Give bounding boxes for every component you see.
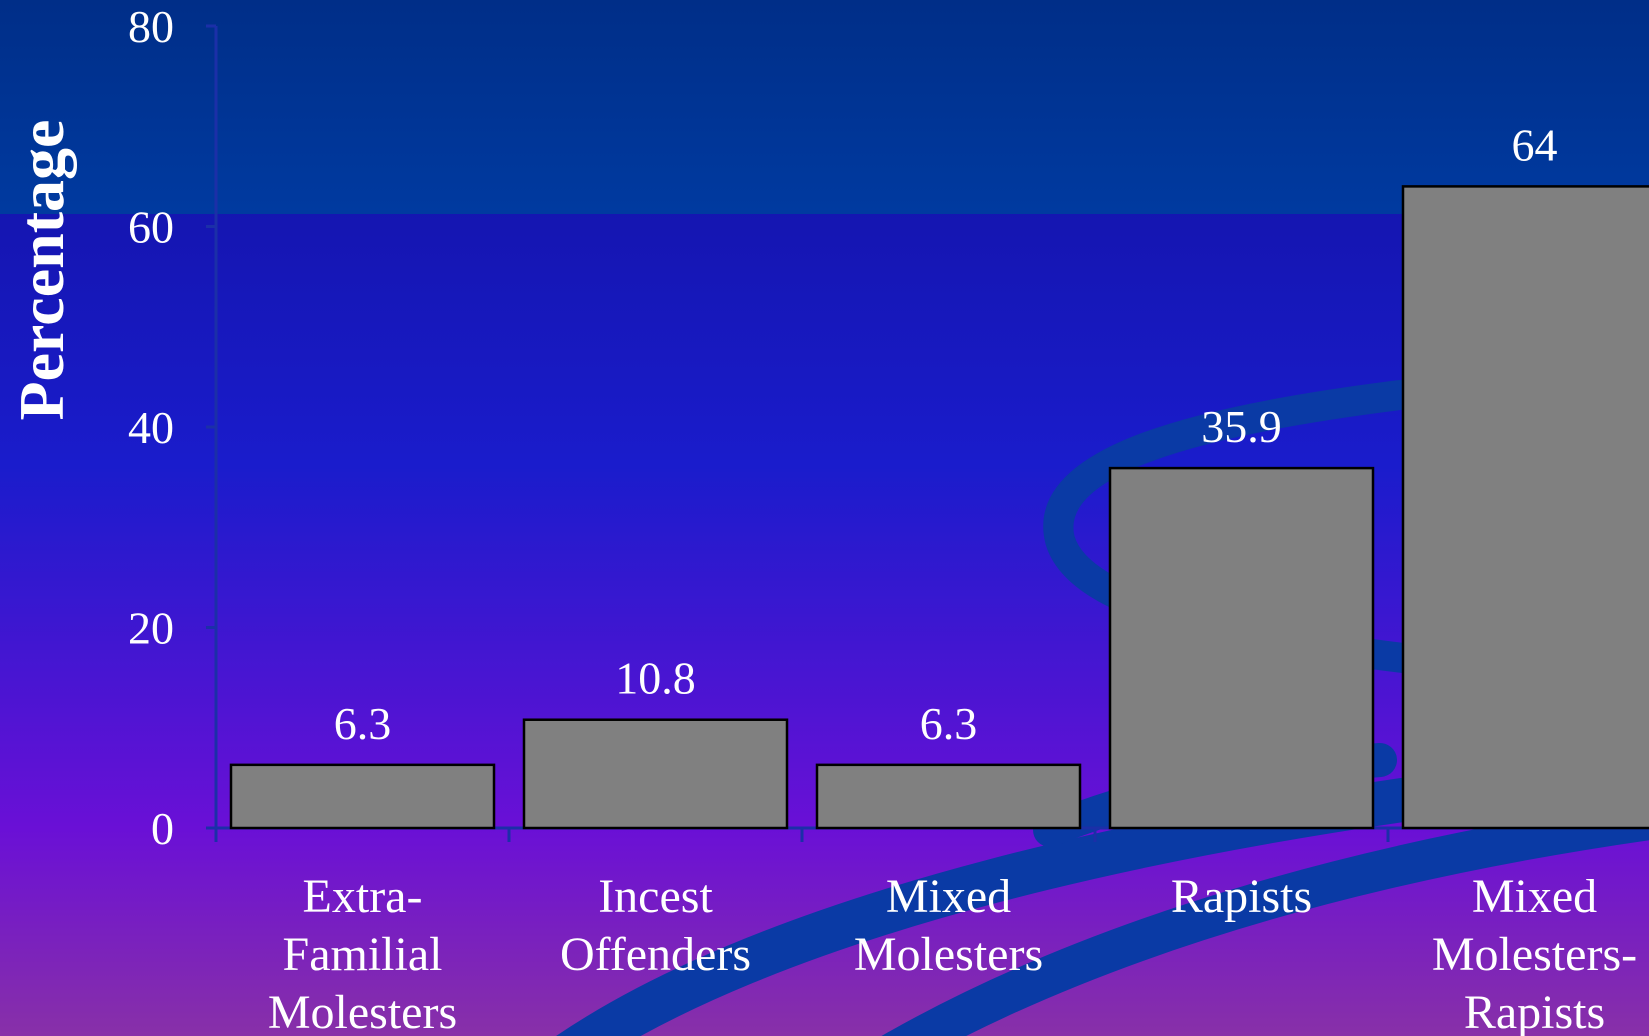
bar-2 (522, 718, 789, 830)
y-tick-label-60: 60 (128, 202, 174, 253)
bar-3 (815, 763, 1082, 830)
x-tick-label-3-line-2: Molesters (854, 928, 1043, 981)
data-label-4: 35.9 (1201, 401, 1282, 452)
x-tick-label-1-line-2: Familial (283, 928, 443, 981)
x-tick-label-1-line-3: Molesters (268, 986, 457, 1036)
y-tick-label-0: 0 (151, 803, 174, 854)
y-tick-label-20: 20 (128, 603, 174, 654)
bar-5 (1401, 185, 1649, 830)
x-tick-label-3-line-1: Mixed (886, 870, 1011, 923)
x-tick-label-1-line-1: Extra- (303, 870, 423, 923)
data-label-3: 6.3 (920, 698, 978, 749)
bar-1 (229, 763, 496, 830)
x-tick-label-5-line-3: Rapists (1464, 986, 1605, 1036)
x-tick-label-4-line-1: Rapists (1171, 870, 1312, 923)
x-tick-label-5-line-1: Mixed (1472, 870, 1597, 923)
background-top-band (0, 0, 1649, 214)
y-axis-label: Percentage (6, 119, 77, 421)
y-tick-label-40: 40 (128, 402, 174, 453)
x-tick-label-2-line-2: Offenders (560, 928, 751, 981)
x-tick-label-5-line-2: Molesters- (1432, 928, 1637, 981)
x-tick-label-2-line-1: Incest (598, 870, 713, 923)
data-label-1: 6.3 (334, 698, 392, 749)
y-tick-label-80: 80 (128, 1, 174, 52)
data-label-5: 64 (1512, 119, 1558, 170)
bar-4 (1108, 466, 1375, 830)
data-label-2: 10.8 (615, 653, 696, 704)
